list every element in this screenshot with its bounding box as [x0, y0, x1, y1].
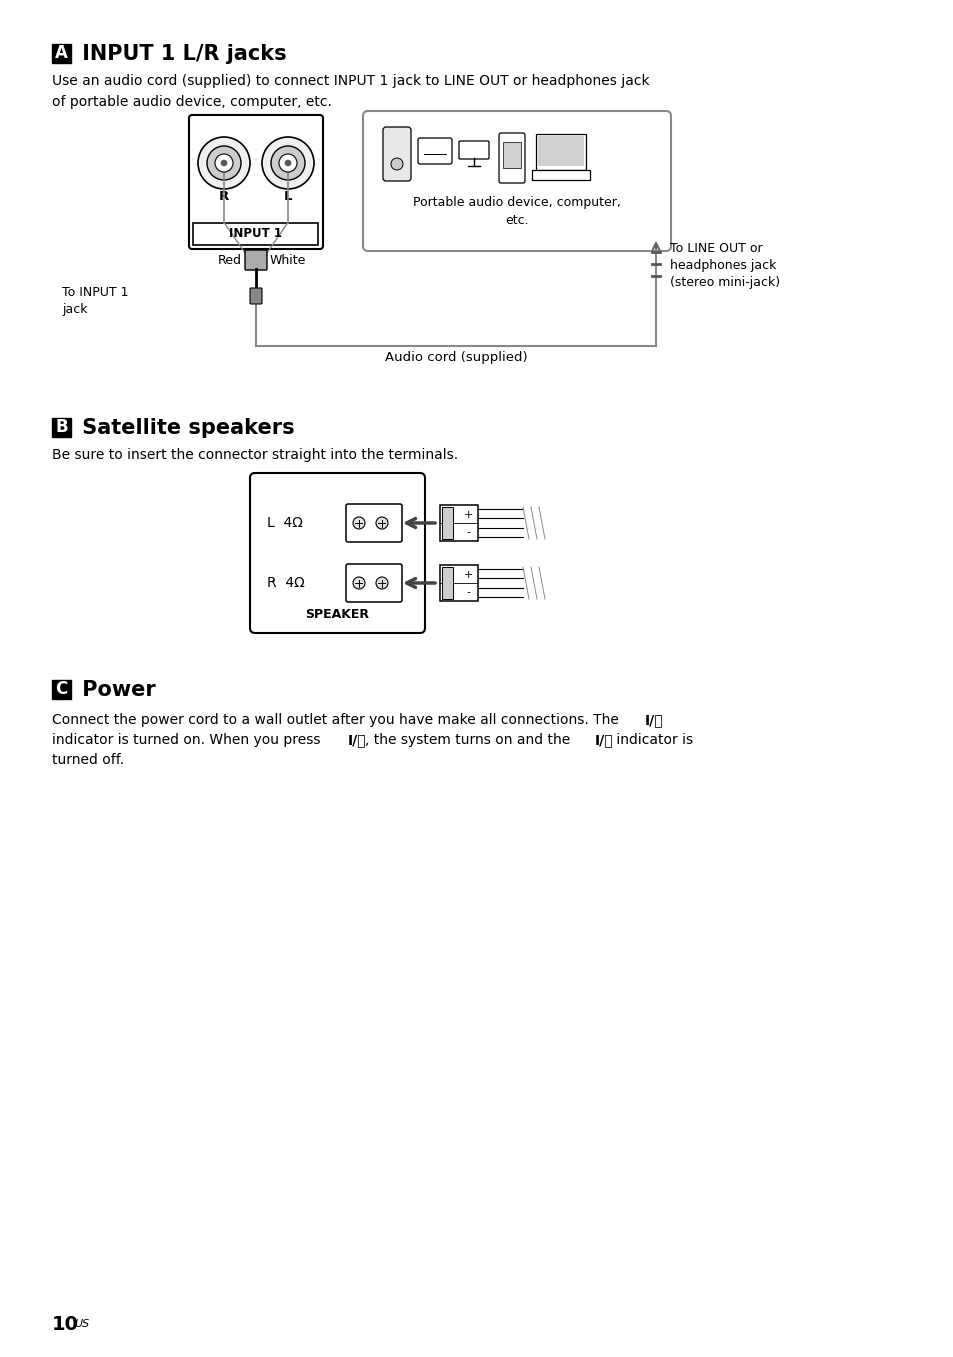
- FancyBboxPatch shape: [250, 474, 424, 632]
- Bar: [52, 418, 71, 437]
- Circle shape: [262, 137, 314, 189]
- Circle shape: [207, 147, 241, 180]
- Text: A: A: [55, 45, 68, 62]
- Circle shape: [278, 153, 296, 172]
- Bar: [441, 567, 453, 598]
- Text: Connect the power cord to a wall outlet after you have make all connections. The: Connect the power cord to a wall outlet …: [52, 712, 622, 727]
- FancyBboxPatch shape: [439, 565, 477, 601]
- Text: L  4Ω: L 4Ω: [267, 516, 302, 531]
- FancyBboxPatch shape: [189, 115, 323, 248]
- Circle shape: [285, 160, 291, 166]
- Bar: [502, 142, 520, 168]
- Circle shape: [221, 160, 227, 166]
- Text: Power: Power: [75, 680, 155, 699]
- Circle shape: [375, 577, 388, 589]
- Text: +: +: [463, 570, 472, 579]
- Text: Use an audio cord (supplied) to connect INPUT 1 jack to LINE OUT or headphones j: Use an audio cord (supplied) to connect …: [52, 75, 649, 109]
- Text: Audio cord (supplied): Audio cord (supplied): [384, 351, 527, 364]
- Circle shape: [353, 577, 365, 589]
- FancyBboxPatch shape: [439, 505, 477, 541]
- Text: -: -: [465, 588, 470, 597]
- Text: SPEAKER: SPEAKER: [305, 608, 369, 620]
- Text: White: White: [270, 254, 306, 266]
- Text: INPUT 1 L/R jacks: INPUT 1 L/R jacks: [75, 43, 286, 64]
- FancyBboxPatch shape: [346, 565, 401, 603]
- FancyBboxPatch shape: [346, 503, 401, 541]
- Text: I/⏻: I/⏻: [644, 712, 663, 727]
- FancyBboxPatch shape: [245, 250, 267, 270]
- Text: I/⏻: I/⏻: [348, 733, 366, 746]
- Text: Red: Red: [218, 254, 242, 266]
- FancyBboxPatch shape: [536, 134, 585, 170]
- Text: US: US: [74, 1319, 90, 1329]
- FancyBboxPatch shape: [382, 128, 411, 180]
- Text: Be sure to insert the connector straight into the terminals.: Be sure to insert the connector straight…: [52, 448, 457, 461]
- Text: indicator is: indicator is: [612, 733, 693, 746]
- Text: turned off.: turned off.: [52, 753, 124, 767]
- FancyBboxPatch shape: [458, 141, 489, 159]
- Text: B: B: [55, 418, 68, 437]
- Text: Portable audio device, computer,
etc.: Portable audio device, computer, etc.: [413, 195, 620, 227]
- Bar: [52, 43, 71, 62]
- Text: To LINE OUT or
headphones jack
(stereo mini-jack): To LINE OUT or headphones jack (stereo m…: [669, 242, 780, 289]
- Circle shape: [353, 517, 365, 529]
- Text: I/⏻: I/⏻: [595, 733, 613, 746]
- Text: Satellite speakers: Satellite speakers: [75, 418, 294, 437]
- Circle shape: [198, 137, 250, 189]
- Text: +: +: [463, 510, 472, 520]
- FancyBboxPatch shape: [363, 111, 670, 251]
- Bar: [441, 508, 453, 539]
- Circle shape: [214, 153, 233, 172]
- Bar: [537, 136, 583, 166]
- FancyBboxPatch shape: [250, 288, 262, 304]
- Text: L: L: [283, 190, 292, 202]
- Text: To INPUT 1
jack: To INPUT 1 jack: [62, 286, 129, 316]
- Circle shape: [391, 157, 402, 170]
- Text: indicator is turned on. When you press: indicator is turned on. When you press: [52, 733, 325, 746]
- FancyBboxPatch shape: [498, 133, 524, 183]
- Text: -: -: [465, 527, 470, 537]
- Text: C: C: [55, 680, 68, 699]
- Text: 10: 10: [52, 1315, 79, 1334]
- Text: , the system turns on and the: , the system turns on and the: [365, 733, 574, 746]
- Text: R: R: [218, 190, 229, 202]
- Bar: [532, 170, 589, 180]
- FancyBboxPatch shape: [417, 138, 452, 164]
- Bar: [52, 680, 71, 699]
- Circle shape: [375, 517, 388, 529]
- Text: INPUT 1: INPUT 1: [230, 227, 282, 240]
- Circle shape: [271, 147, 305, 180]
- Bar: [193, 223, 318, 244]
- Text: R  4Ω: R 4Ω: [267, 575, 304, 590]
